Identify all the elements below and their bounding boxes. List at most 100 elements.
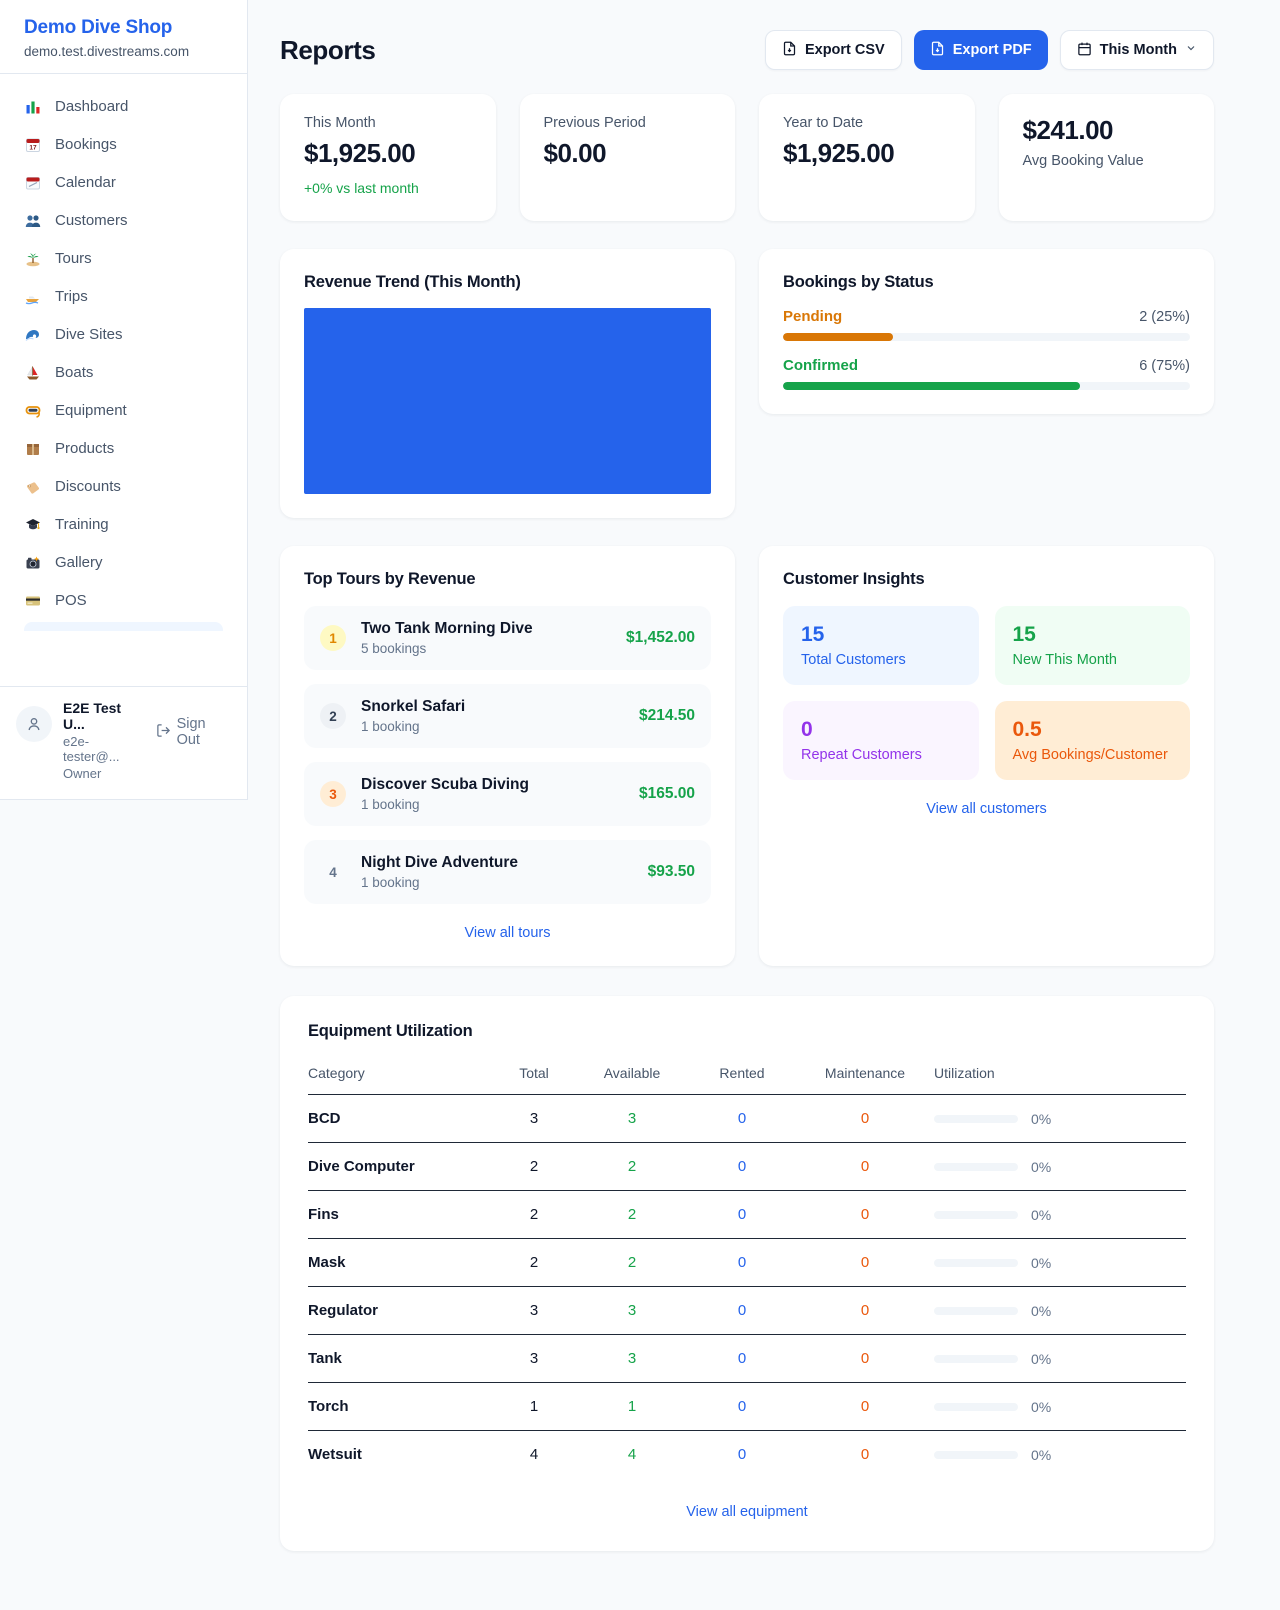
tour-row: 1 Two Tank Morning Dive 5 bookings $1,45… — [304, 606, 711, 670]
sidebar-item-label: Training — [55, 516, 109, 533]
col-total: Total — [492, 1055, 576, 1095]
sailboat-icon — [24, 364, 42, 381]
insight-repeat-customers: 0 Repeat Customers — [783, 701, 979, 780]
cell-total: 2 — [492, 1190, 576, 1239]
stat-delta: +0% vs last month — [304, 180, 419, 196]
cell-total: 1 — [492, 1382, 576, 1431]
sidebar-item-products[interactable]: Products — [12, 432, 235, 465]
export-csv-button[interactable]: Export CSV — [764, 30, 902, 70]
cell-available: 1 — [576, 1382, 688, 1431]
utilization-percent: 0% — [1031, 1110, 1052, 1127]
sidebar-item-label: Bookings — [55, 136, 117, 153]
stat-label: This Month — [304, 115, 376, 131]
cell-total: 2 — [492, 1238, 576, 1287]
package-icon — [24, 440, 42, 457]
sidebar-item-reports-partial[interactable] — [24, 622, 223, 631]
tour-bookings: 1 booking — [361, 797, 420, 812]
cell-category: Dive Computer — [308, 1142, 492, 1191]
sidebar-item-equipment[interactable]: Equipment — [12, 394, 235, 427]
utilization-percent: 0% — [1031, 1254, 1052, 1271]
sidebar-item-label: Boats — [55, 364, 94, 381]
utilization-percent: 0% — [1031, 1158, 1052, 1175]
file-download-icon — [782, 41, 797, 60]
sidebar-item-bookings[interactable]: 17 Bookings — [12, 128, 235, 161]
rank-badge: 1 — [320, 625, 346, 651]
cell-rented: 0 — [737, 1446, 747, 1463]
sidebar-item-tours[interactable]: Tours — [12, 242, 235, 275]
sidebar-item-customers[interactable]: Customers — [12, 204, 235, 237]
sign-out-label: Sign Out — [176, 716, 206, 748]
cell-total: 2 — [492, 1142, 576, 1191]
brand-block: Demo Dive Shop demo.test.divestreams.com — [0, 0, 247, 74]
tour-bookings: 1 booking — [361, 719, 420, 734]
people-icon — [24, 212, 42, 229]
utilization-bar — [934, 1114, 1018, 1123]
utilization-bar — [934, 1210, 1018, 1219]
sidebar-item-discounts[interactable]: Discounts — [12, 470, 235, 503]
table-row: Fins 2 2 0 0 0% — [308, 1190, 1186, 1239]
svg-text:17: 17 — [29, 144, 37, 151]
utilization-bar — [934, 1354, 1018, 1363]
equipment-title: Equipment Utilization — [308, 1022, 473, 1040]
cell-available: 3 — [576, 1286, 688, 1335]
cell-available: 2 — [576, 1142, 688, 1191]
sidebar-item-dashboard[interactable]: Dashboard — [12, 90, 235, 123]
sidebar-item-label: Customers — [55, 212, 128, 229]
cell-utilization: 0% — [934, 1094, 1186, 1143]
sidebar-item-training[interactable]: Training — [12, 508, 235, 541]
sidebar-item-dive-sites[interactable]: Dive Sites — [12, 318, 235, 351]
cell-utilization: 0% — [934, 1286, 1186, 1335]
table-row: BCD 3 3 0 0 0% — [308, 1094, 1186, 1143]
view-all-equipment-link[interactable]: View all equipment — [686, 1504, 808, 1520]
desert-island-icon — [24, 250, 42, 267]
sidebar: Demo Dive Shop demo.test.divestreams.com… — [0, 0, 248, 800]
speedboat-icon — [24, 288, 42, 305]
stat-label: Year to Date — [783, 115, 864, 131]
rank-badge: 2 — [320, 703, 346, 729]
sidebar-item-pos[interactable]: POS — [12, 584, 235, 617]
stat-card-avg-booking-value: $241.00 Avg Booking Value — [998, 94, 1214, 221]
equipment-utilization-card: Equipment Utilization Category Total Ava… — [280, 996, 1214, 1551]
sidebar-item-gallery[interactable]: Gallery — [12, 546, 235, 579]
tour-name: Two Tank Morning Dive — [361, 620, 533, 637]
cell-total: 3 — [492, 1286, 576, 1335]
tour-list: 1 Two Tank Morning Dive 5 bookings $1,45… — [304, 606, 711, 904]
cell-rented: 0 — [688, 1286, 796, 1335]
export-pdf-button[interactable]: Export PDF — [913, 30, 1048, 70]
wave-icon — [24, 326, 42, 343]
cell-rented: 0 — [688, 1238, 796, 1287]
revenue-trend-card: Revenue Trend (This Month) — [280, 249, 735, 518]
insight-grid: 15 Total Customers 15 New This Month 0 R… — [783, 606, 1190, 780]
sidebar-item-boats[interactable]: Boats — [12, 356, 235, 389]
insight-label: Repeat Customers — [801, 747, 922, 763]
sign-out-button[interactable]: Sign Out — [156, 716, 231, 748]
graduation-cap-icon — [24, 516, 42, 533]
period-select[interactable]: This Month — [1059, 30, 1214, 70]
brand-name: Demo Dive Shop — [24, 17, 173, 38]
sidebar-item-trips[interactable]: Trips — [12, 280, 235, 313]
brand-domain: demo.test.divestreams.com — [24, 44, 190, 59]
utilization-bar — [934, 1402, 1018, 1411]
cell-total: 4 — [529, 1446, 539, 1463]
bookings-by-status-card: Bookings by Status Pending 2 (25%) Confi… — [759, 249, 1214, 414]
cell-category: Regulator — [308, 1286, 492, 1335]
insight-value: 0 — [801, 718, 813, 741]
sidebar-item-label: Gallery — [55, 554, 103, 571]
col-rented: Rented — [688, 1055, 796, 1095]
cell-rented: 0 — [688, 1190, 796, 1239]
sidebar-item-label: POS — [55, 592, 87, 609]
insight-value: 0.5 — [1012, 718, 1042, 741]
stat-value: $1,925.00 — [304, 138, 416, 168]
export-pdf-label: Export PDF — [952, 42, 1032, 58]
utilization-percent: 0% — [1031, 1446, 1052, 1463]
sidebar-item-calendar[interactable]: Calendar — [12, 166, 235, 199]
view-all-customers-link[interactable]: View all customers — [926, 801, 1047, 817]
calendar-icon — [1077, 41, 1092, 60]
cell-category: Tank — [308, 1334, 492, 1383]
view-all-tours-link[interactable]: View all tours — [464, 925, 551, 941]
sidebar-item-label: Products — [55, 440, 115, 457]
rank-badge: 3 — [320, 781, 346, 807]
tour-revenue: $93.50 — [647, 863, 695, 880]
stat-value: $0.00 — [543, 138, 607, 168]
utilization-bar — [934, 1162, 1018, 1171]
